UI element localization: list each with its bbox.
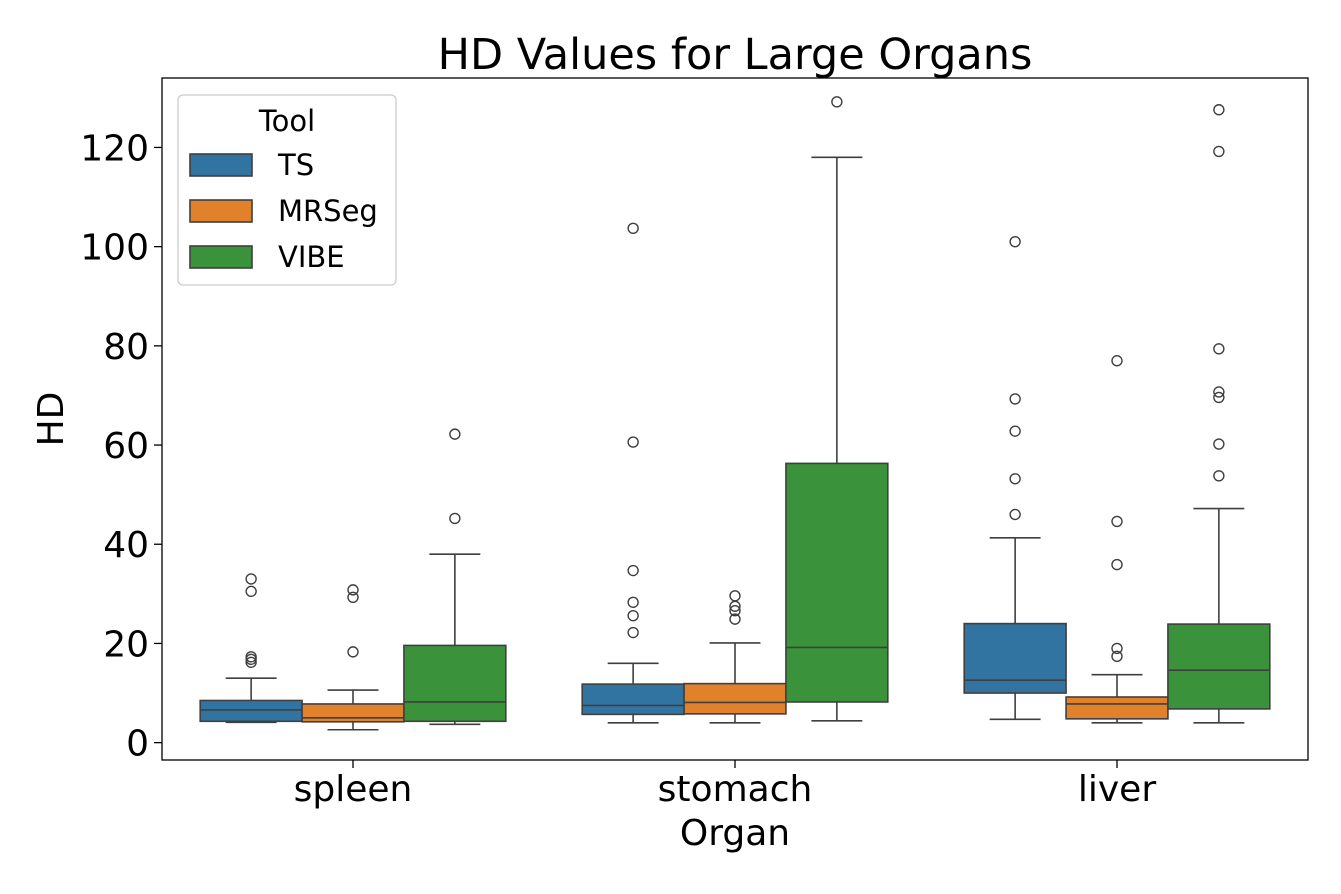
outlier-point <box>1009 425 1021 437</box>
y-tick-label: 0 <box>126 724 149 765</box>
box-vibe-stomach <box>785 96 889 722</box>
box-mrseg-spleen <box>301 584 405 731</box>
x-axis: spleen stomach liver <box>294 760 1156 810</box>
legend-item-ts: TS <box>189 148 314 182</box>
outlier-point <box>1213 386 1225 398</box>
outlier-point <box>245 651 257 663</box>
box-iqr <box>581 683 685 716</box>
outlier-point <box>729 605 741 617</box>
series-ts <box>199 222 1067 724</box>
outlier-point <box>729 590 741 602</box>
outlier-point <box>347 584 359 596</box>
outlier-point <box>627 626 639 639</box>
x-tick-label: stomach <box>658 769 813 810</box>
box-ts-liver <box>963 235 1067 721</box>
series-mrseg <box>301 355 1169 731</box>
outlier-point <box>1009 393 1021 405</box>
box-mrseg-liver <box>1065 355 1169 724</box>
outlier-point <box>1009 235 1021 248</box>
box-iqr <box>301 703 405 723</box>
outlier-point <box>1213 470 1225 482</box>
legend-item-mrseg: MRSeg <box>189 194 378 228</box>
legend-frame <box>177 94 397 286</box>
outlier-point <box>627 222 639 234</box>
outlier-point <box>1111 355 1123 367</box>
outlier-point <box>1009 473 1021 485</box>
box-ts-stomach <box>581 222 685 724</box>
outlier-point <box>245 656 257 668</box>
box-iqr <box>199 699 303 723</box>
outlier-point <box>1213 145 1225 158</box>
box-ts-spleen <box>199 573 303 724</box>
legend-swatch <box>189 199 253 223</box>
outlier-point <box>347 646 359 658</box>
x-tick-label: spleen <box>294 769 413 810</box>
box-iqr <box>1167 623 1271 710</box>
legend-items: TS MRSeg VIBE <box>189 148 378 274</box>
chart-title: HD Values for Large Organs <box>438 30 1033 80</box>
outlier-point <box>1213 391 1225 404</box>
outlier-point <box>627 436 639 448</box>
x-tick-label: liver <box>1078 769 1156 810</box>
outlier-point <box>1111 558 1123 571</box>
outlier-point <box>627 564 639 577</box>
outlier-point <box>449 512 461 525</box>
legend-title: Tool <box>258 104 315 138</box>
legend-label: VIBE <box>278 240 345 274</box>
outlier-point <box>449 428 461 440</box>
outlier-point <box>831 96 843 108</box>
legend: Tool TS MRSeg VIBE <box>177 94 397 286</box>
outlier-point <box>245 585 257 598</box>
outlier-point <box>1213 104 1225 116</box>
plot-area: 0 20 40 60 80 100 120 spleen stomach liver <box>80 77 1309 810</box>
y-tick-label: 100 <box>80 228 149 269</box>
outlier-point <box>729 613 741 625</box>
box-iqr <box>683 682 787 715</box>
outlier-point <box>347 591 359 604</box>
y-tick-label: 40 <box>103 525 149 566</box>
box-iqr <box>963 622 1067 694</box>
y-axis-label: HD <box>31 392 72 447</box>
legend-label: MRSeg <box>278 194 378 228</box>
outlier-point <box>1213 438 1225 450</box>
box-iqr <box>403 644 507 723</box>
box-vibe-spleen <box>403 428 507 726</box>
outlier-point <box>245 573 257 585</box>
y-tick-label: 120 <box>80 128 149 169</box>
legend-item-vibe: VIBE <box>189 240 345 274</box>
outlier-point <box>1009 508 1021 521</box>
y-tick-label: 60 <box>103 426 149 467</box>
outlier-point <box>627 596 639 608</box>
legend-swatch <box>189 153 253 177</box>
outlier-point <box>1111 642 1123 655</box>
y-axis: 0 20 40 60 80 100 120 <box>80 128 162 765</box>
y-tick-label: 20 <box>103 624 149 665</box>
outlier-point <box>1111 515 1123 528</box>
box-iqr <box>785 462 889 703</box>
series-vibe <box>403 96 1271 726</box>
box-vibe-liver <box>1167 104 1271 724</box>
legend-swatch <box>189 245 253 269</box>
y-tick-label: 80 <box>103 327 149 368</box>
outlier-point <box>1213 343 1225 355</box>
legend-label: TS <box>277 148 314 182</box>
box-series-layer <box>199 96 1271 731</box>
box-mrseg-stomach <box>683 590 787 724</box>
box-iqr <box>1065 696 1169 720</box>
outlier-point <box>627 609 639 622</box>
x-axis-label: Organ <box>680 813 790 854</box>
outlier-point <box>1111 650 1123 663</box>
